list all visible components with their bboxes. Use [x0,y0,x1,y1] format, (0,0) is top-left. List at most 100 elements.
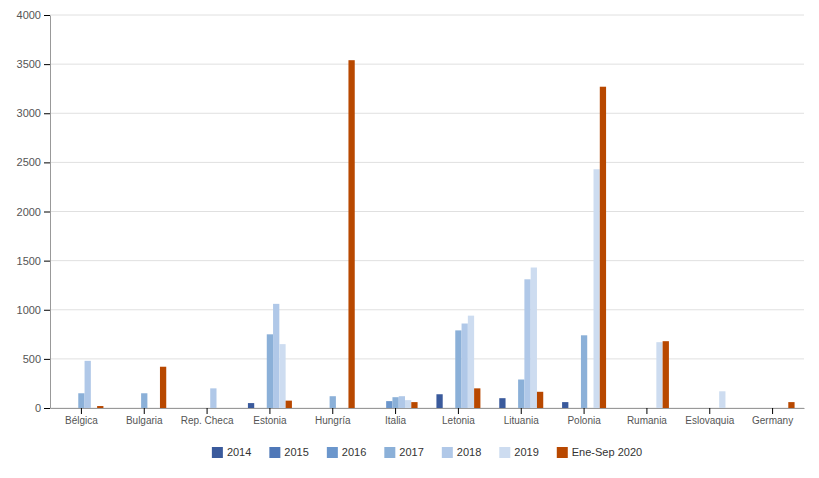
x-tick-mark [269,408,270,414]
x-tick-mark [458,408,459,414]
bar [531,268,537,408]
bar [568,408,574,409]
x-tick-label: Germany [752,415,793,426]
legend-swatch [327,447,338,458]
bar [725,408,731,409]
x-tick-mark [772,408,773,414]
bar [663,341,669,408]
bar [129,408,135,409]
y-tick-mark [44,359,50,360]
y-tick: 1000 [17,304,50,316]
bar [524,279,530,408]
bar [141,393,147,408]
y-tick: 4000 [17,9,50,21]
bar-series [85,279,531,408]
bar-series [97,60,794,408]
bar [191,408,197,409]
legend-item: 2018 [442,446,481,458]
x-axis: Bélgica Bulgaria Rep. Checa Estonia Hungría I… [51,408,805,426]
bar [405,400,411,408]
legend-swatch [269,447,280,458]
bar [694,408,700,409]
x-tick-label: Bélgica [65,415,98,426]
legend-swatch [442,447,453,458]
bar [342,408,348,409]
x-tick: Germany [752,408,793,426]
legend-item: Ene-Sep 2020 [557,446,642,458]
x-tick: Letonia [442,408,475,426]
x-tick: Rep. Checa [181,408,234,426]
y-axis: 05001000150020002500300035004000 [17,9,51,414]
plot: 05001000150020002500300035004000BélgicaB… [17,9,805,426]
bar [650,408,656,409]
x-tick-label: Estonia [253,415,287,426]
bar [122,408,128,409]
bar [392,397,398,408]
y-tick-label: 4000 [17,9,41,21]
x-tick: Eslovaquia [685,408,734,426]
y-tick-label: 1500 [17,255,41,267]
grid-line [50,309,804,310]
bar [135,408,141,409]
y-tick: 2000 [17,206,50,218]
bar [688,408,694,409]
bar [600,87,606,408]
x-tick-label: Rumania [627,415,667,426]
grid [50,15,804,408]
bar [399,396,405,408]
chart: 05001000150020002500300035004000BélgicaB… [0,0,819,478]
bar [72,408,78,409]
y-tick-mark [44,408,50,409]
bar [788,402,794,408]
legend-label: 2014 [227,446,251,458]
bar [637,408,643,409]
y-tick-mark [44,261,50,262]
y-tick: 3500 [17,58,50,70]
bar-series [386,401,392,408]
legend-item: 2014 [212,446,251,458]
x-tick: Bulgaria [126,408,163,426]
bar [160,367,166,408]
y-tick-mark [44,212,50,213]
bar-series [279,169,725,408]
bars [78,60,794,408]
bar [317,408,323,409]
x-tick-label: Polonia [567,415,601,426]
bar [273,304,279,408]
bar [185,408,191,409]
x-tick-mark [144,408,145,414]
bar [594,169,600,408]
y-tick-mark [44,162,50,163]
x-tick-mark [646,408,647,414]
x-tick-label: Rep. Checa [181,415,234,426]
legend: 201420152016201720182019Ene-Sep 2020 [212,446,642,458]
bar [154,408,160,409]
bar [443,408,449,409]
bar [223,408,229,409]
bar [267,334,273,408]
x-tick-label: Italia [385,415,407,426]
x-tick: Estonia [253,408,287,426]
bar [411,402,417,408]
x-tick: Italia [385,408,407,426]
y-tick-label: 500 [23,353,41,365]
bar [85,361,91,408]
x-tick-label: Lituania [504,415,539,426]
legend-swatch [499,447,510,458]
bar [323,408,329,409]
grid-line [50,358,804,359]
bar [656,342,662,408]
legend-swatch [212,447,223,458]
legend-swatch [557,447,568,458]
grid-line [50,113,804,114]
bar [776,408,782,409]
x-tick-mark [395,408,396,414]
bar [468,316,474,408]
x-tick-mark [521,408,522,414]
x-tick-label: Hungría [315,415,351,426]
y-tick-mark [44,15,50,16]
bar [386,401,392,408]
bar [562,402,568,408]
bar [59,408,65,409]
legend-label: 2015 [284,446,308,458]
